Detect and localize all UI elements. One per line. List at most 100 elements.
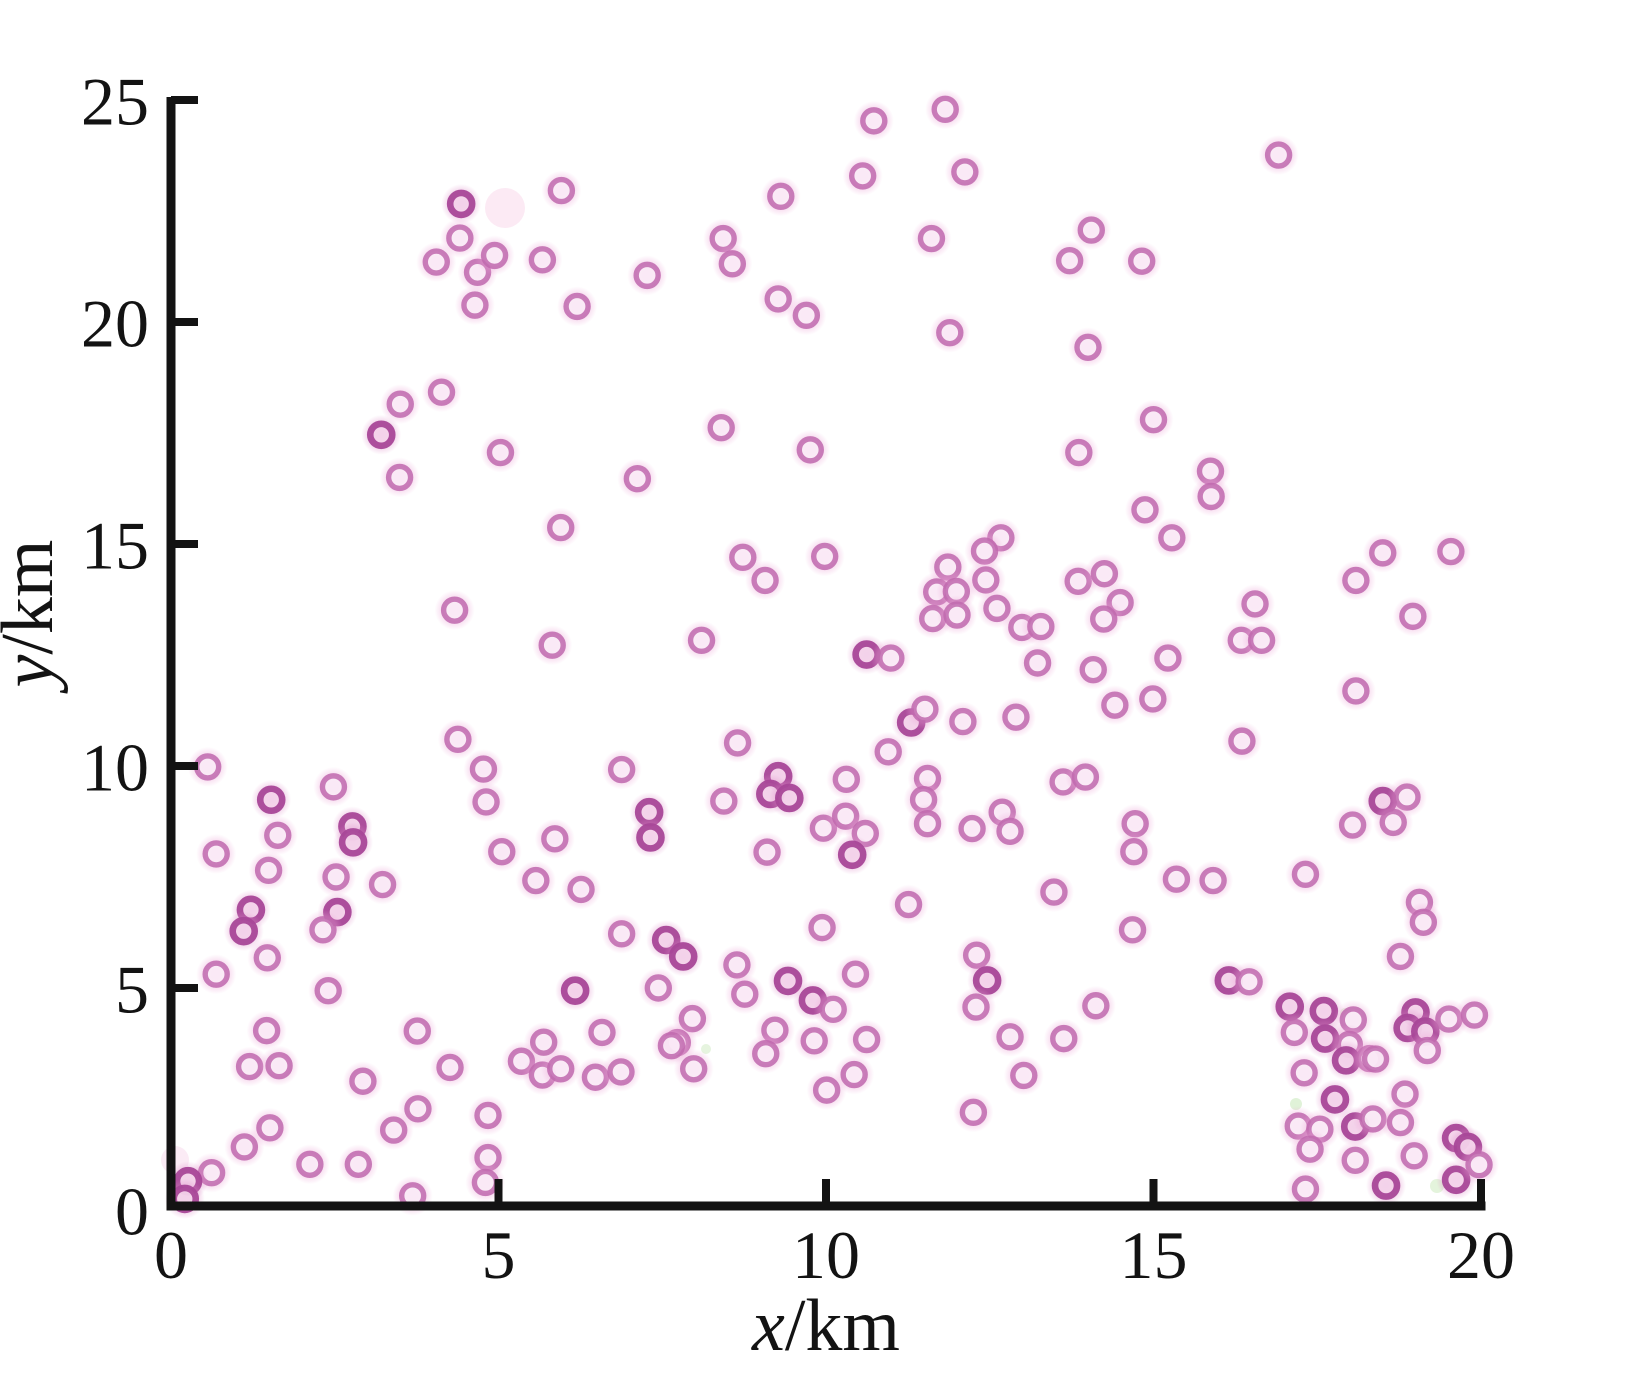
marker-ring (309, 916, 337, 944)
data-point (289, 1144, 330, 1185)
data-point (600, 1051, 641, 1092)
data-point (1068, 327, 1108, 368)
data-point (1065, 757, 1106, 798)
data-point (362, 864, 403, 905)
data-point (806, 1070, 847, 1111)
marker-ring (1320, 1085, 1350, 1114)
marker-ring (541, 825, 569, 853)
marker-ring (679, 1055, 708, 1083)
data-point (1112, 909, 1153, 950)
marker-ring (471, 1168, 500, 1197)
marker-ring (1002, 703, 1030, 731)
marker-ring (560, 976, 590, 1005)
data-point (1407, 1030, 1448, 1071)
data-point (1124, 489, 1165, 530)
marker-ring (636, 823, 665, 852)
data-point (416, 242, 457, 283)
marker-ring (819, 995, 847, 1024)
marker-ring (567, 875, 595, 904)
data-point (480, 432, 521, 473)
marker-ring (1409, 908, 1438, 936)
data-point (745, 1033, 786, 1074)
marker-ring (296, 1150, 324, 1178)
marker-ring (1247, 626, 1276, 655)
marker-ring (193, 753, 222, 781)
data-point (826, 759, 867, 800)
data-point (1191, 476, 1232, 517)
data-point (1132, 678, 1173, 719)
marker-ring (1055, 247, 1084, 275)
marker-ring (229, 916, 259, 946)
data-point (1394, 1135, 1435, 1176)
x-tick-label: 10 (792, 1217, 860, 1293)
data-point (1156, 859, 1197, 900)
data-point (929, 312, 970, 353)
data-point (532, 625, 573, 666)
x-tick-label: 5 (482, 1217, 516, 1293)
data-point (617, 458, 658, 499)
marker-ring (529, 1028, 558, 1056)
marker-ring (403, 1017, 431, 1045)
data-point (466, 781, 507, 822)
marker-ring (1359, 1105, 1387, 1133)
data-point (1274, 1012, 1315, 1053)
marker-ring (440, 596, 469, 624)
marker-ring (764, 285, 792, 313)
data-point (1380, 936, 1421, 977)
marker-ring (1027, 612, 1055, 641)
data-point (333, 822, 374, 863)
data-point (1366, 1165, 1407, 1206)
marker-ring (796, 436, 824, 464)
data-point (1285, 1169, 1326, 1210)
marker-ring (1118, 916, 1147, 944)
data-point (1071, 210, 1112, 251)
data-point (1355, 1039, 1396, 1080)
data-point (454, 285, 495, 326)
data-point (964, 531, 1005, 572)
marker-ring (444, 725, 472, 754)
data-point (870, 638, 911, 679)
data-point (434, 590, 475, 631)
data-point (581, 1012, 622, 1053)
data-point (794, 1020, 835, 1061)
marker-ring (1342, 566, 1370, 595)
marker-ring (860, 107, 888, 135)
y-tick-label: 10 (81, 729, 149, 805)
marker-ring (894, 890, 923, 919)
marker-ring (962, 993, 990, 1021)
marker-ring (230, 1133, 259, 1161)
marker-ring (547, 513, 575, 542)
marker-ring (877, 644, 905, 672)
marker-ring (349, 1067, 377, 1095)
data-point (1235, 583, 1276, 624)
marker-ring (1128, 247, 1156, 275)
marker-ring (1338, 811, 1367, 839)
marker-ring (385, 463, 414, 492)
marker-ring (264, 821, 292, 849)
marker-ring (1090, 560, 1119, 588)
data-point (1113, 831, 1154, 872)
marker-ring (461, 291, 489, 319)
data-point (846, 1019, 887, 1060)
marker-ring (1158, 524, 1186, 552)
marker-ring (1369, 539, 1397, 567)
data-point (338, 1144, 379, 1185)
marker-ring (1131, 496, 1159, 524)
marker-ring (687, 626, 716, 655)
data-point (1193, 860, 1234, 901)
marker-ring (1379, 808, 1407, 837)
y-tick-label: 5 (115, 951, 149, 1027)
marker-ring (931, 95, 959, 124)
marker-ring (1162, 865, 1191, 893)
marker-ring (253, 944, 281, 972)
data-point (515, 860, 556, 901)
data-point (601, 749, 642, 790)
data-point (1332, 805, 1373, 846)
marker-ring (254, 856, 283, 885)
marker-ring (1386, 942, 1415, 971)
data-point (990, 811, 1031, 852)
marker-ring (996, 1023, 1024, 1051)
data-point (1094, 685, 1135, 726)
data-point (842, 155, 883, 196)
marker-ring (1074, 333, 1102, 362)
